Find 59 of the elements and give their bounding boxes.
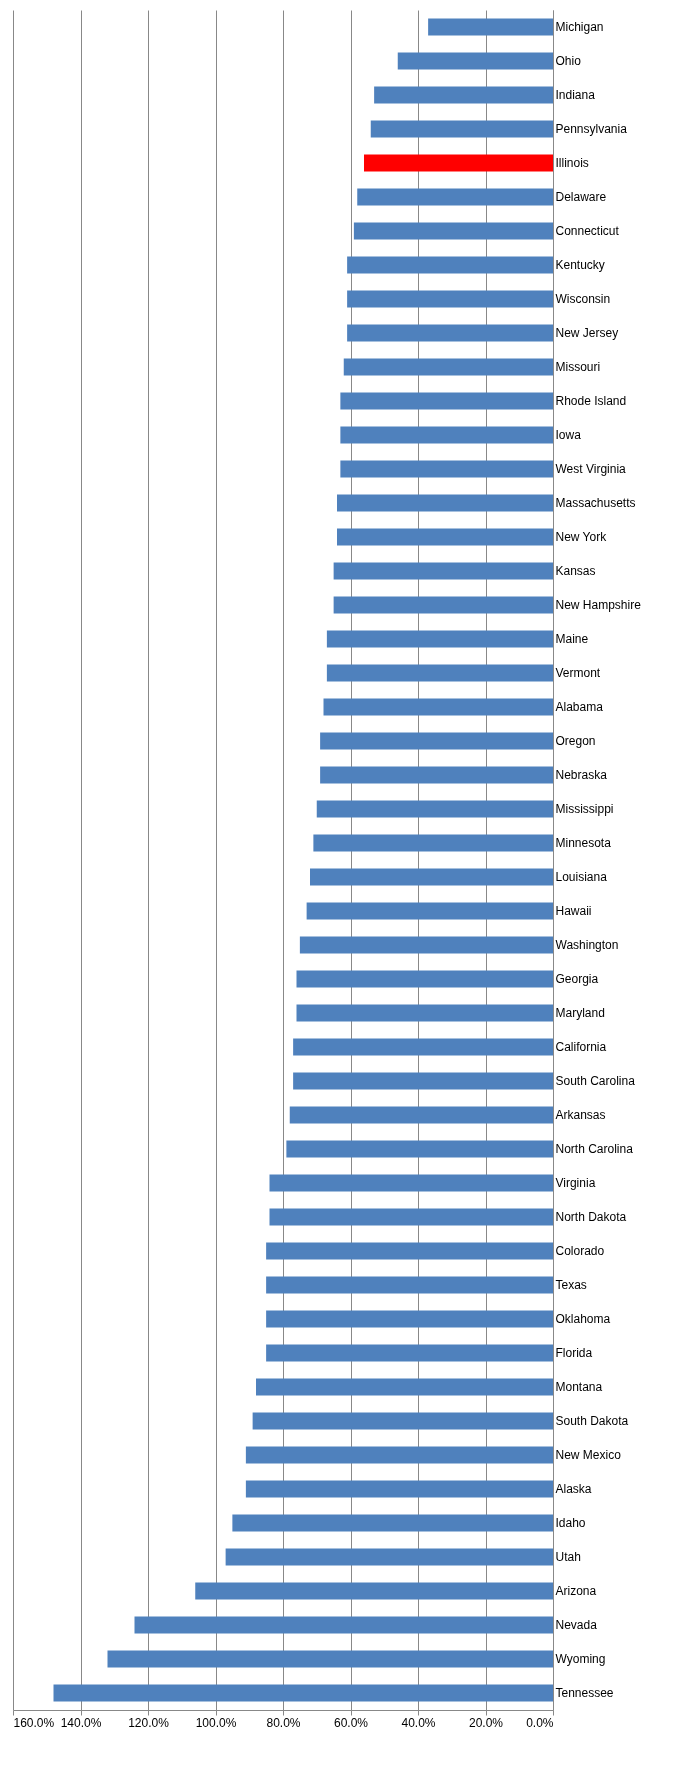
y-tick-label: Illinois (555, 156, 589, 170)
y-tick-label: New Jersey (555, 326, 619, 340)
y-tick-label: Vermont (555, 666, 601, 680)
y-tick-label: Missouri (555, 360, 601, 374)
y-tick-label: New York (555, 530, 608, 544)
y-tick-label: Rhode Island (555, 394, 627, 408)
y-tick-label: Michigan (555, 20, 604, 34)
y-tick-label: Connecticut (555, 224, 620, 238)
y-tick-label: Colorado (555, 1244, 605, 1258)
y-tick-label: Indiana (555, 88, 596, 102)
y-tick-label: Washington (555, 938, 619, 952)
x-tick-label: 0.0% (526, 1715, 554, 1730)
y-tick-label: New Mexico (555, 1448, 622, 1462)
y-tick-label: Florida (555, 1346, 593, 1360)
y-tick-label: Maryland (555, 1006, 605, 1020)
y-tick-label: North Carolina (555, 1142, 634, 1156)
y-tick-label: Texas (555, 1278, 587, 1292)
x-tick-label: 60.0% (333, 1715, 369, 1730)
x-tick-label: 120.0% (128, 1715, 170, 1730)
y-tick-label: Maine (555, 632, 589, 646)
y-tick-label: Nebraska (555, 768, 608, 782)
y-tick-label: Tennessee (555, 1686, 614, 1700)
y-tick-label: Alabama (555, 700, 604, 714)
y-tick-label: Arizona (555, 1584, 597, 1598)
y-tick-label: Mississippi (555, 802, 614, 816)
y-tick-label: Arkansas (555, 1108, 606, 1122)
y-tick-label: Louisiana (555, 870, 608, 884)
y-tick-label: Oklahoma (555, 1312, 611, 1326)
y-tick-label: Ohio (555, 54, 582, 68)
y-tick-label: Idaho (555, 1516, 586, 1530)
x-tick-label: 100.0% (195, 1715, 237, 1730)
y-tick-label: Wisconsin (555, 292, 611, 306)
x-tick-label: 140.0% (60, 1715, 102, 1730)
x-tick-label: 40.0% (401, 1715, 436, 1730)
y-tick-label: Nevada (555, 1618, 598, 1632)
y-tick-label: Delaware (555, 190, 607, 204)
x-tick-label: 80.0% (266, 1715, 301, 1730)
y-tick-label: Wyoming (555, 1652, 606, 1666)
y-tick-label: South Carolina (555, 1074, 636, 1088)
y-tick-label: Hawaii (555, 904, 592, 918)
y-tick-label: West Virginia (555, 462, 627, 476)
y-tick-label: Kansas (555, 564, 596, 578)
y-tick-label: Alaska (555, 1482, 592, 1496)
y-tick-label: Kentucky (555, 258, 605, 272)
y-tick-label: Iowa (555, 428, 582, 442)
y-tick-label: North Dakota (555, 1210, 627, 1224)
x-tick-label: 20.0% (468, 1715, 504, 1730)
y-tick-label: Virginia (555, 1176, 596, 1190)
y-tick-label: New Hampshire (555, 598, 642, 612)
y-tick-label: Georgia (555, 972, 599, 986)
y-tick-label: California (555, 1040, 607, 1054)
y-tick-label: Minnesota (555, 836, 612, 850)
y-tick-label: Pennsylvania (555, 122, 628, 136)
y-tick-label: Utah (555, 1550, 581, 1564)
y-tick-label: Montana (555, 1380, 603, 1394)
y-tick-label: South Dakota (555, 1414, 629, 1428)
x-tick-label: 160.0% (13, 1715, 55, 1730)
y-tick-label: Massachusetts (555, 496, 636, 510)
y-tick-label: Oregon (555, 734, 596, 748)
